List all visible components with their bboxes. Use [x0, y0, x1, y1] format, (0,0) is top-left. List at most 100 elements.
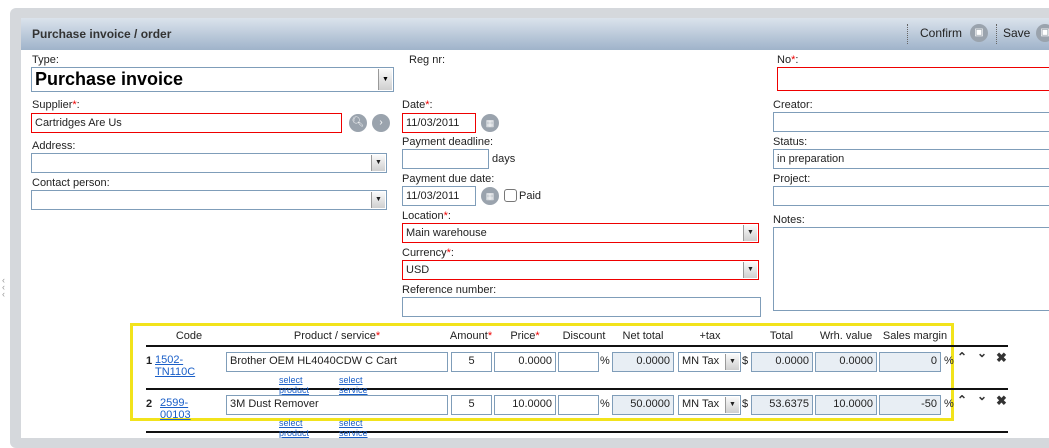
discount-input[interactable] — [558, 395, 599, 415]
required-mark: * — [375, 330, 381, 342]
type-value: Purchase invoice — [35, 69, 184, 89]
col-wrh: Wrh. value — [819, 330, 873, 342]
select-product-link[interactable]: select product — [279, 375, 310, 395]
product-input[interactable]: Brother OEM HL4040CDW C Cart — [226, 352, 448, 372]
paid-checkbox[interactable] — [504, 189, 517, 202]
no-label-text: No — [777, 54, 792, 66]
header-bar — [21, 18, 1049, 50]
col-amount: Amount* — [446, 330, 496, 342]
supplier-input[interactable]: Cartridges Are Us — [31, 113, 342, 133]
divider — [146, 388, 1008, 390]
select-service-link[interactable]: select service — [339, 418, 368, 438]
creator-input[interactable] — [773, 112, 1049, 132]
location-value: Main warehouse — [406, 227, 487, 239]
search-icon[interactable]: 🔍︎ — [349, 114, 367, 132]
wrh-value-field: 10.0000 — [815, 395, 877, 415]
payment-due-label: Payment due date: — [402, 173, 495, 185]
chevron-down-icon: ▼ — [371, 192, 385, 208]
move-down-icon[interactable]: ⌄ — [977, 389, 988, 403]
highlight-box — [130, 323, 954, 421]
type-select[interactable]: Purchase invoice ▼ — [31, 67, 394, 92]
select-product-link[interactable]: select product — [279, 418, 310, 438]
total-field: 53.6375 — [751, 395, 813, 415]
date-input[interactable]: 11/03/2011 — [402, 113, 476, 133]
amount-input[interactable]: 5 — [451, 352, 492, 372]
reference-input[interactable] — [402, 297, 761, 317]
project-label: Project: — [773, 173, 811, 185]
divider — [146, 431, 1008, 433]
confirm-icon[interactable]: ▣ — [970, 24, 988, 42]
calendar-icon[interactable]: ▦ — [481, 187, 499, 205]
col-code: Code — [175, 330, 203, 342]
row-number: 1 — [146, 355, 153, 367]
price-input[interactable]: 10.0000 — [494, 395, 556, 415]
location-select[interactable]: Main warehouse ▼ — [402, 223, 759, 243]
col-total: Total — [769, 330, 794, 342]
reference-label: Reference number: — [402, 284, 497, 296]
move-up-icon[interactable]: ⌃ — [957, 393, 968, 407]
delete-icon[interactable]: ✖ — [996, 393, 1007, 408]
col-price: Price* — [494, 330, 556, 342]
col-price-text: Price — [510, 330, 536, 342]
divider — [146, 345, 1008, 347]
row-number: 2 — [146, 398, 153, 410]
status-label: Status: — [773, 136, 808, 148]
arrow-right-icon[interactable]: › — [372, 114, 390, 132]
currency-select[interactable]: USD ▼ — [402, 260, 759, 280]
colon: : — [447, 210, 451, 222]
delete-icon[interactable]: ✖ — [996, 350, 1007, 365]
move-up-icon[interactable]: ⌃ — [957, 350, 968, 364]
chevron-down-icon: ▼ — [725, 397, 739, 413]
total-field: 0.0000 — [751, 352, 813, 372]
wrh-value-field: 0.0000 — [815, 352, 877, 372]
select-service-link[interactable]: select service — [339, 375, 368, 395]
project-input[interactable] — [773, 186, 1049, 206]
chevron-down-icon: ▼ — [743, 225, 757, 241]
save-icon[interactable]: ▣ — [1036, 24, 1049, 42]
type-label: Type: — [32, 54, 59, 66]
notes-textarea[interactable] — [773, 227, 1049, 311]
required-mark: * — [425, 99, 430, 111]
no-input[interactable] — [777, 67, 1049, 91]
calendar-icon[interactable]: ▦ — [481, 114, 499, 132]
product-code-link[interactable]: 1502-TN110C — [155, 354, 196, 378]
tax-select[interactable]: MN Tax ▼ — [678, 395, 741, 415]
product-code-link[interactable]: 2599-00103 — [160, 397, 191, 421]
page-title: Purchase invoice / order — [32, 27, 172, 41]
payment-deadline-input[interactable] — [402, 149, 489, 169]
required-mark: * — [446, 247, 451, 259]
chevron-down-icon: ▼ — [371, 155, 385, 171]
tax-value: MN Tax — [682, 398, 720, 410]
collapse-handle-icon[interactable]: ‹ ‹ ‹ — [2, 275, 5, 299]
contact-select[interactable]: ▼ — [31, 190, 387, 210]
address-select[interactable]: ▼ — [31, 153, 387, 173]
sales-margin-field: -50 — [879, 395, 941, 415]
product-input[interactable]: 3M Dust Remover — [226, 395, 448, 415]
supplier-label-text: Supplier — [32, 99, 73, 111]
days-label: days — [492, 153, 516, 165]
sales-margin-field: 0 — [879, 352, 941, 372]
col-product: Product / service* — [226, 330, 448, 342]
col-discount: Discount — [562, 330, 606, 342]
net-total-field: 0.0000 — [612, 352, 674, 372]
percent-sign: % — [944, 398, 954, 410]
status-input[interactable]: in preparation — [773, 149, 1049, 169]
move-down-icon[interactable]: ⌄ — [977, 346, 988, 360]
date-label: Date*: — [402, 99, 433, 111]
reg-nr-label: Reg nr: — [409, 54, 446, 66]
amount-input[interactable]: 5 — [451, 395, 492, 415]
discount-input[interactable] — [558, 352, 599, 372]
confirm-button[interactable]: Confirm — [920, 26, 963, 40]
tax-select[interactable]: MN Tax ▼ — [678, 352, 741, 372]
no-label: No*: — [777, 54, 798, 66]
col-tax: +tax — [699, 330, 721, 342]
required-mark: * — [791, 54, 796, 66]
currency-label: Currency*: — [402, 247, 454, 259]
colon: : — [429, 99, 433, 111]
price-input[interactable]: 0.0000 — [494, 352, 556, 372]
save-button[interactable]: Save — [1003, 26, 1031, 40]
colon: : — [795, 54, 799, 66]
notes-label: Notes: — [773, 214, 805, 226]
location-label-text: Location — [402, 210, 444, 222]
payment-due-input[interactable]: 11/03/2011 — [402, 186, 476, 206]
